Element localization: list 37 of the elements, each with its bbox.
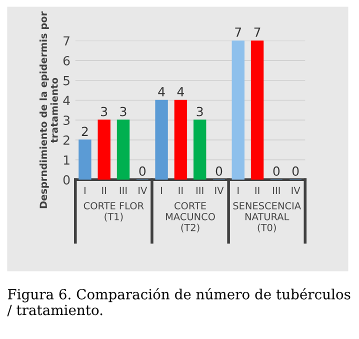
- y-tick-label: 6: [63, 56, 70, 66]
- y-tick-label: 5: [64, 76, 70, 86]
- text: SENESCENCIA NATURAL (T0): [233, 202, 301, 232]
- y-tick-label: 3: [64, 116, 70, 126]
- data-label: 4: [158, 87, 165, 96]
- y-tick-label: 4: [63, 96, 70, 105]
- data-label: 2: [82, 126, 88, 136]
- data-label: 0: [292, 166, 299, 176]
- x-tick-label: IV: [215, 186, 224, 194]
- data-label: 4: [177, 87, 184, 96]
- data-label: 0: [273, 166, 280, 176]
- text: CORTE FLOR (T1): [84, 202, 144, 222]
- data-label: 3: [196, 106, 203, 116]
- y-tick-label: 7: [64, 36, 70, 46]
- text: Figura 6. Comparación de número de tubérculos / tratamiento.: [7, 288, 350, 316]
- data-label: 0: [216, 166, 222, 176]
- data-label: 7: [235, 28, 242, 37]
- y-axis-title: Desprndimiento de la epidermis por tratamiento: [40, 11, 58, 208]
- data-label: 3: [101, 106, 108, 116]
- data-label: 7: [254, 28, 260, 37]
- x-tick-label: III: [120, 186, 127, 194]
- x-tick-label: II: [178, 186, 183, 194]
- y-tick-label: 0: [63, 175, 70, 185]
- x-tick-label: IV: [138, 186, 148, 194]
- data-label: 0: [139, 166, 146, 176]
- x-tick-label: IV: [292, 186, 300, 194]
- y-tick-label: 2: [63, 135, 70, 145]
- x-tick-label: III: [273, 186, 280, 194]
- y-tick-label: 1: [64, 155, 70, 165]
- x-tick-label: I: [161, 186, 162, 194]
- data-label: 3: [120, 106, 126, 116]
- x-tick-label: II: [255, 186, 260, 194]
- x-tick-label: I: [238, 186, 239, 194]
- x-tick-label: II: [102, 186, 106, 194]
- x-tick-label: III: [196, 186, 204, 194]
- text: CORTE MACUNCO (T2): [166, 202, 215, 232]
- x-tick-label: I: [84, 186, 86, 194]
